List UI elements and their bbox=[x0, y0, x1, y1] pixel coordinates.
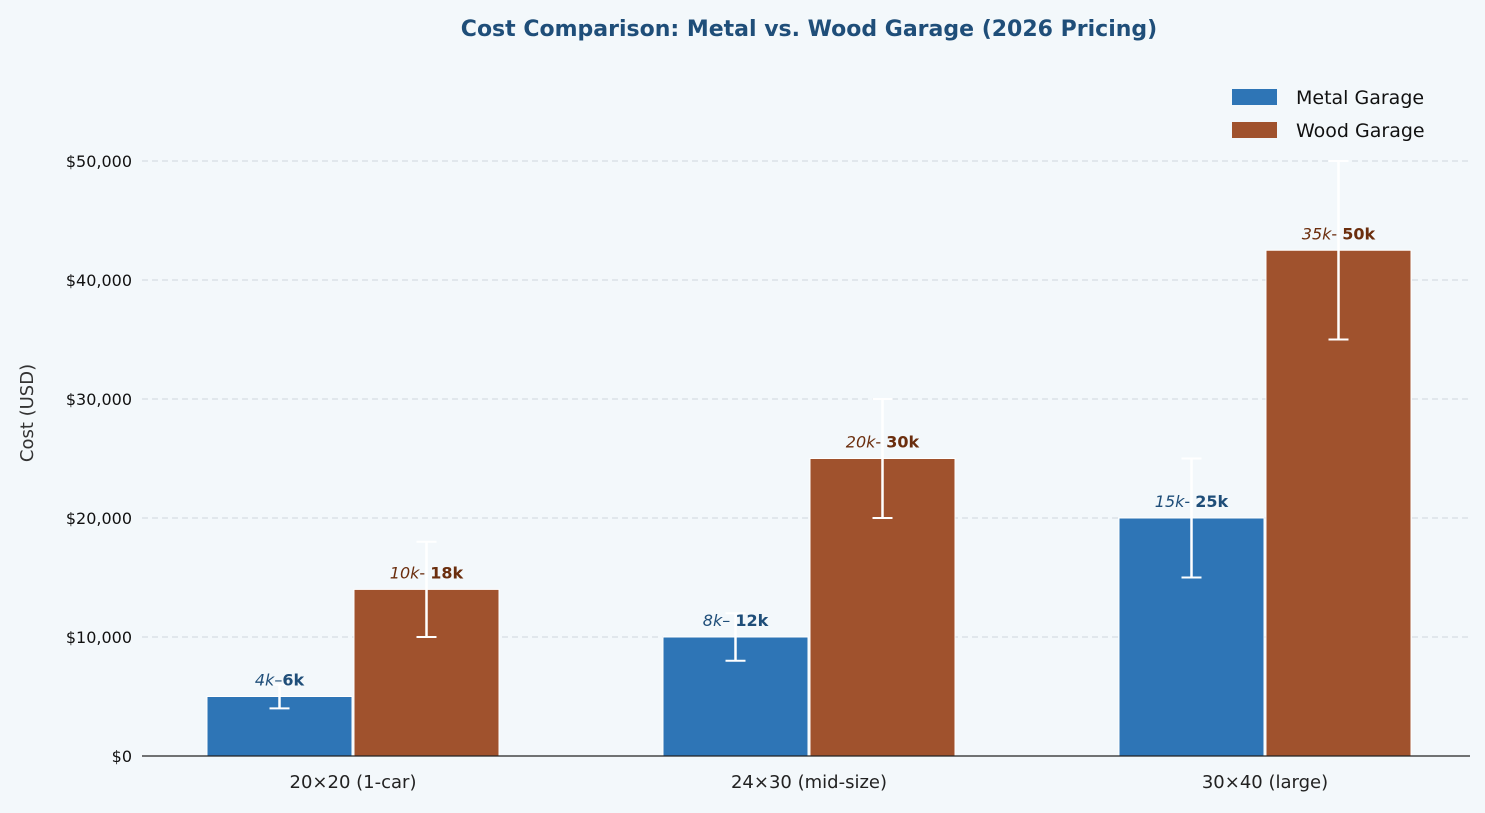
legend-swatch bbox=[1232, 89, 1277, 105]
data-label: 10k- 18k bbox=[390, 563, 464, 582]
legend-swatch bbox=[1232, 122, 1277, 138]
legend: Metal Garage Wood Garage bbox=[1232, 87, 1425, 142]
legend-label: Metal Garage bbox=[1296, 87, 1424, 109]
y-axis-label: Cost (USD) bbox=[17, 364, 38, 462]
data-label: 20k- 30k bbox=[846, 433, 920, 452]
x-tick-label: 24×30 (mid-size) bbox=[731, 772, 887, 793]
y-tick-label: $30,000 bbox=[66, 390, 132, 409]
x-tick-label: 20×20 (1-car) bbox=[290, 772, 417, 793]
data-label: 35k- 50k bbox=[1302, 224, 1376, 243]
x-tick-label: 30×40 (large) bbox=[1202, 772, 1328, 793]
legend-label: Wood Garage bbox=[1296, 120, 1425, 142]
data-label: 4k–6k bbox=[255, 671, 305, 690]
y-tick-label: $20,000 bbox=[66, 509, 132, 528]
data-label: 15k- 25k bbox=[1155, 492, 1229, 511]
y-tick-label: $40,000 bbox=[66, 271, 132, 290]
y-tick-label: $0 bbox=[112, 747, 132, 766]
chart-title: Cost Comparison: Metal vs. Wood Garage (… bbox=[461, 17, 1157, 42]
y-tick-label: $10,000 bbox=[66, 628, 132, 647]
y-tick-label: $50,000 bbox=[66, 152, 132, 171]
data-label: 8k– 12k bbox=[703, 611, 769, 630]
